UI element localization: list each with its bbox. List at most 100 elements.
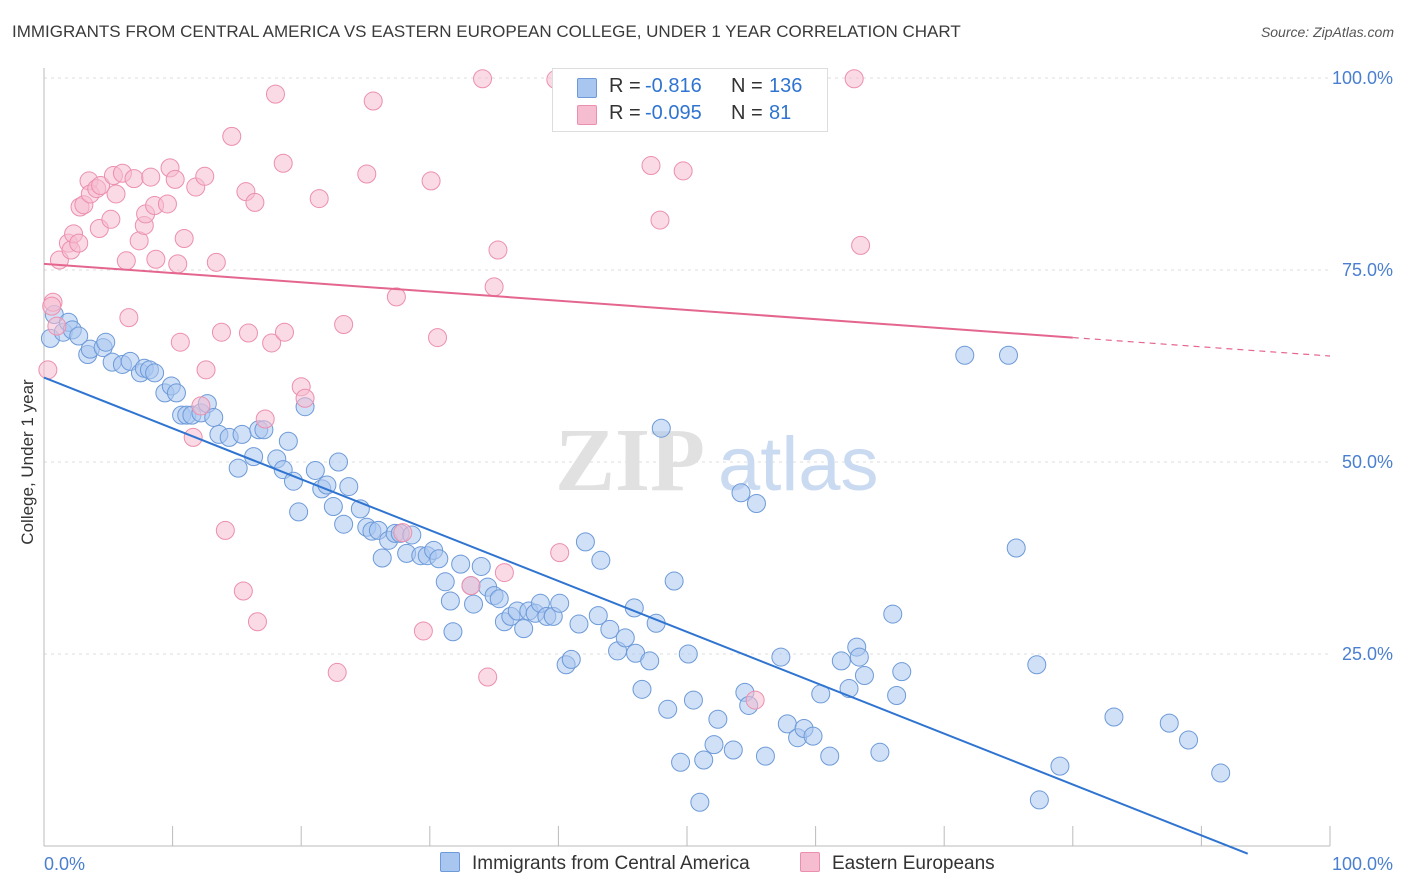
scatter-point-pink bbox=[157, 194, 177, 214]
scatter-point-blue bbox=[999, 345, 1018, 365]
scatter-point-pink bbox=[233, 581, 253, 601]
scatter-point-blue bbox=[883, 604, 903, 624]
legend-row-blue: R = -0.816 N = 136 bbox=[553, 73, 827, 101]
scatter-point-blue bbox=[755, 746, 775, 766]
scatter-point-blue bbox=[1050, 756, 1070, 776]
scatter-point-blue bbox=[339, 477, 359, 497]
scatter-point-blue bbox=[664, 571, 684, 591]
scatter-point-pink bbox=[851, 235, 871, 255]
scatter-point-blue bbox=[658, 699, 678, 719]
scatter-point-blue bbox=[323, 497, 343, 517]
bottom-legend-item-pink: Eastern Europeans bbox=[800, 852, 995, 875]
scatter-point-pink bbox=[357, 164, 377, 184]
bottom-legend-swatch-pink bbox=[800, 852, 820, 872]
scatter-point-blue bbox=[228, 458, 248, 478]
legend-r-value-pink: -0.095 bbox=[645, 102, 702, 124]
scatter-point-pink bbox=[274, 322, 294, 342]
scatter-point-pink bbox=[119, 308, 139, 328]
scatter-point-blue bbox=[334, 514, 354, 534]
x-tick-label-min: 0.0% bbox=[44, 854, 85, 874]
correlation-legend: R = -0.816 N = 136 R = -0.095 N = 81 bbox=[552, 68, 828, 132]
scatter-point-pink bbox=[255, 409, 275, 429]
scatter-point-blue bbox=[588, 606, 608, 626]
scatter-point-pink bbox=[206, 252, 226, 272]
scatter-point-pink bbox=[170, 332, 190, 352]
scatter-point-pink bbox=[494, 563, 514, 583]
scatter-point-blue bbox=[839, 679, 859, 699]
scatter-point-blue bbox=[849, 647, 869, 667]
legend-r-label: R = bbox=[609, 102, 641, 124]
scatter-point-pink bbox=[38, 360, 58, 380]
scatter-point-pink bbox=[673, 161, 693, 181]
scatter-point-pink bbox=[196, 360, 216, 380]
scatter-point-pink bbox=[174, 229, 194, 249]
scatter-point-pink bbox=[238, 323, 258, 343]
scatter-point-pink bbox=[42, 296, 62, 316]
scatter-point-blue bbox=[550, 593, 570, 613]
scatter-point-pink bbox=[101, 209, 121, 229]
scatter-point-pink bbox=[222, 126, 242, 146]
scatter-point-pink bbox=[327, 662, 347, 682]
y-axis-label: College, Under 1 year bbox=[18, 379, 37, 545]
scatter-point-blue bbox=[451, 554, 471, 574]
scatter-point-pink bbox=[650, 210, 670, 230]
scatter-point-blue bbox=[704, 735, 724, 755]
bottom-legend-label-pink: Eastern Europeans bbox=[832, 853, 995, 874]
scatter-point-pink bbox=[247, 612, 267, 632]
scatter-point-blue bbox=[820, 746, 840, 766]
scatter-point-pink bbox=[428, 328, 448, 348]
scatter-point-blue bbox=[678, 644, 698, 664]
scatter-point-pink bbox=[484, 277, 504, 297]
legend-swatch-pink bbox=[577, 105, 597, 125]
scatter-point-blue bbox=[489, 589, 509, 609]
scatter-point-pink bbox=[106, 184, 126, 204]
x-tick-label-max: 100.0% bbox=[1332, 854, 1393, 874]
scatter-point-blue bbox=[569, 614, 589, 634]
scatter-point-pink bbox=[146, 249, 166, 269]
scatter-point-pink bbox=[473, 69, 493, 89]
scatter-point-pink bbox=[550, 543, 570, 563]
trend-line-blue bbox=[43, 376, 1249, 855]
scatter-point-blue bbox=[429, 549, 449, 569]
legend-n-value-pink: 81 bbox=[769, 102, 792, 124]
y-tick-label: 100.0% bbox=[1332, 68, 1393, 88]
legend-swatch-blue bbox=[577, 78, 597, 98]
bottom-legend-swatch-blue bbox=[440, 852, 460, 872]
scatter-point-pink bbox=[295, 388, 315, 408]
scatter-point-pink bbox=[195, 166, 215, 186]
scatter-point-blue bbox=[96, 332, 116, 352]
legend-r-value-blue: -0.816 bbox=[645, 75, 702, 97]
scatter-point-blue bbox=[440, 591, 460, 611]
scatter-point-blue bbox=[771, 647, 791, 667]
scatter-point-pink bbox=[165, 169, 185, 189]
scatter-point-blue bbox=[1104, 707, 1124, 727]
scatter-point-pink bbox=[844, 69, 864, 89]
scatter-point-pink bbox=[191, 396, 211, 416]
scatter-point-blue bbox=[803, 726, 823, 746]
bottom-legend-item-blue: Immigrants from Central America bbox=[440, 852, 750, 875]
scatter-point-pink bbox=[488, 240, 508, 260]
scatter-point-pink bbox=[273, 153, 293, 173]
scatter-point-blue bbox=[305, 460, 325, 480]
scatter-point-blue bbox=[746, 493, 766, 513]
scatter-point-blue bbox=[289, 502, 309, 522]
scatter-point-blue bbox=[694, 750, 714, 770]
scatter-point-pink bbox=[363, 91, 383, 111]
legend-n-value-blue: 136 bbox=[769, 75, 803, 97]
y-tick-label: 25.0% bbox=[1342, 644, 1393, 664]
scatter-point-pink bbox=[309, 189, 329, 209]
scatter-point-pink bbox=[168, 254, 188, 274]
scatter-point-blue bbox=[591, 550, 611, 570]
scatter-point-pink bbox=[124, 169, 144, 189]
scatter-point-pink bbox=[262, 333, 282, 353]
scatter-point-blue bbox=[561, 649, 581, 669]
scatter-point-pink bbox=[265, 84, 285, 104]
scatter-point-blue bbox=[887, 685, 907, 705]
legend-n-label: N = bbox=[731, 102, 763, 124]
chart-title: IMMIGRANTS FROM CENTRAL AMERICA VS EASTE… bbox=[12, 22, 961, 41]
watermark-zip: ZIP bbox=[555, 411, 705, 510]
trend-line-pink bbox=[43, 262, 1073, 339]
legend-row-pink: R = -0.095 N = 81 bbox=[553, 100, 827, 128]
scatter-point-blue bbox=[283, 471, 303, 491]
scatter-point-blue bbox=[1027, 655, 1047, 675]
